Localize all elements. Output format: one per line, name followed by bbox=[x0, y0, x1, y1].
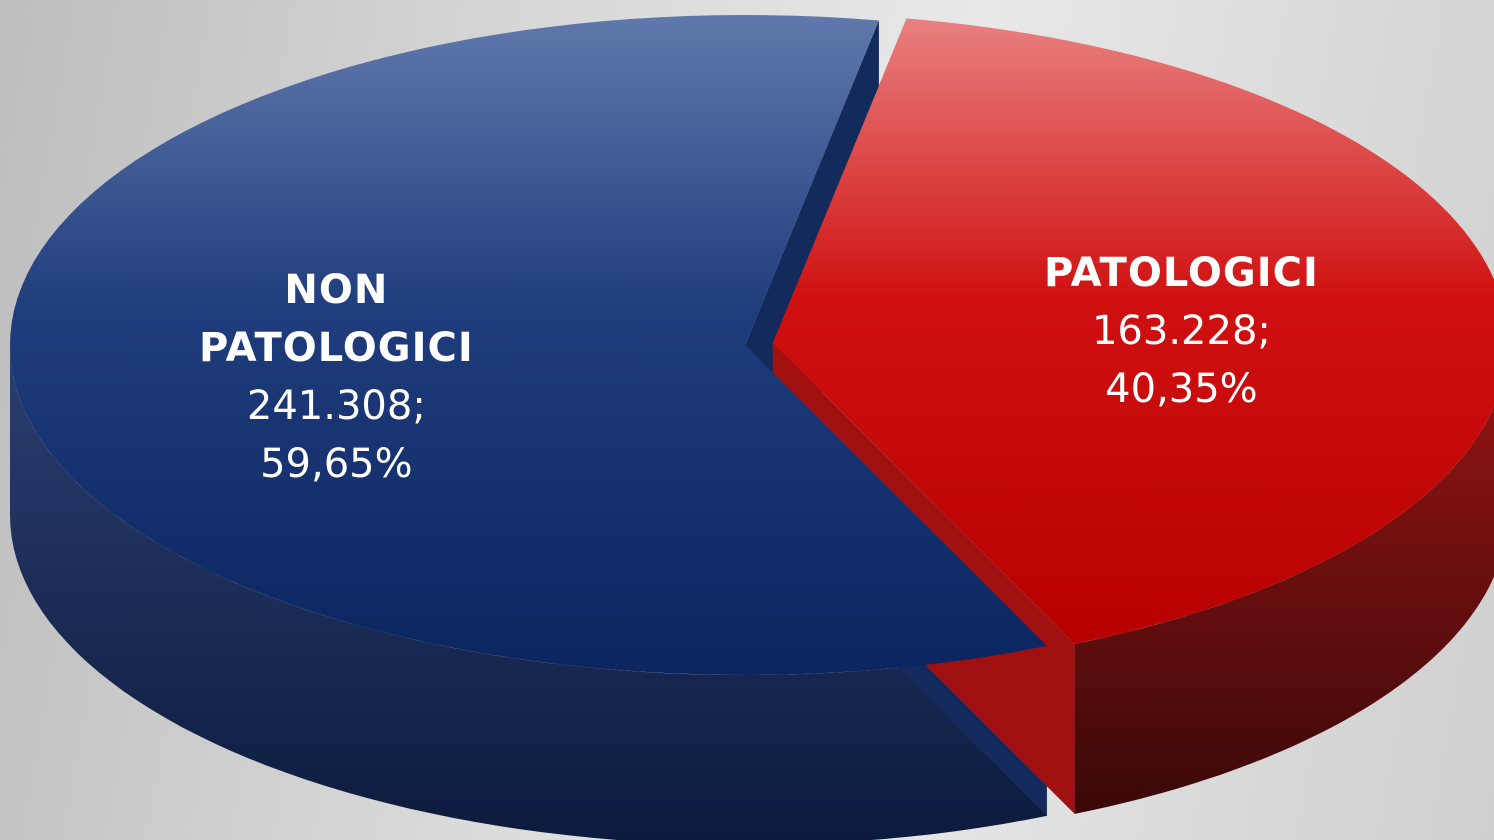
category-label: PATOLOGICI bbox=[1044, 249, 1319, 296]
data-label: NON PATOLOGICI 241.308; 59,65% bbox=[171, 261, 501, 493]
slice-side bbox=[10, 345, 1047, 840]
category-label: NON PATOLOGICI bbox=[198, 267, 474, 372]
percent-label: 40,35% bbox=[1105, 365, 1258, 412]
slice-side bbox=[1074, 406, 1494, 814]
percent-label: 59,65% bbox=[260, 441, 413, 488]
data-label: PATOLOGICI 163.228; 40,35% bbox=[1016, 244, 1346, 418]
slice bbox=[10, 15, 1047, 675]
slice bbox=[772, 18, 1494, 644]
value-label: 163.228; bbox=[1091, 307, 1271, 354]
value-label: 241.308; bbox=[246, 383, 426, 430]
